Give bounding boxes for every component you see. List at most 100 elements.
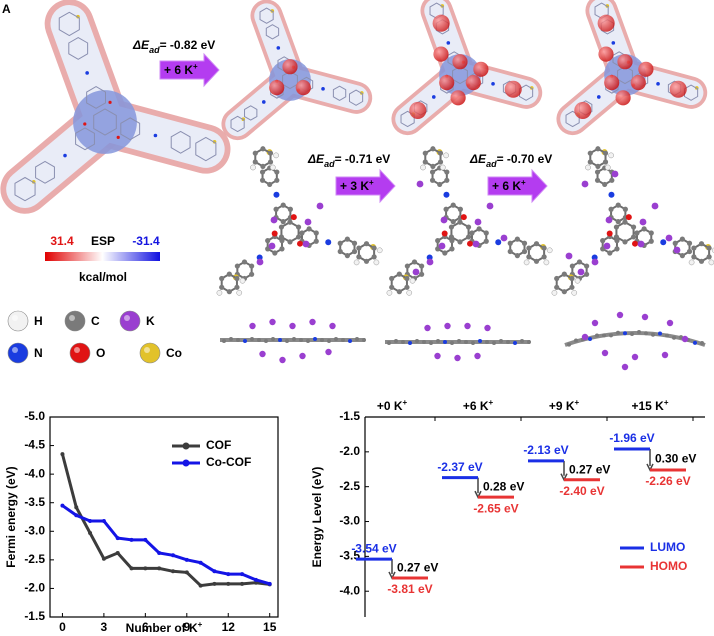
k-ion (631, 353, 639, 361)
atom (616, 330, 620, 335)
ring (280, 220, 300, 244)
gap-arrow (388, 559, 396, 580)
point (129, 537, 134, 542)
k-ion-density (604, 75, 620, 91)
value-label: -1.96 eV (609, 431, 654, 445)
adsorption-energy-part: = -0.70 eV (497, 152, 553, 166)
atom (706, 254, 712, 260)
atom (706, 245, 712, 251)
atom (222, 339, 226, 343)
x-tick-label: 12 (222, 620, 236, 634)
legend-label: LUMO (650, 540, 685, 554)
atom (430, 163, 436, 169)
atom (514, 236, 520, 242)
atom (389, 284, 395, 290)
atom (514, 253, 520, 259)
point (101, 519, 106, 523)
value-label: -2.13 eV (523, 443, 568, 457)
n-atom (443, 191, 450, 198)
atom (334, 337, 338, 341)
category-label-part: +15 K (631, 399, 664, 413)
atom (700, 340, 704, 345)
o-atom (116, 135, 120, 140)
k-ion-density (295, 80, 311, 96)
atom (274, 177, 280, 183)
k-ion (637, 240, 645, 248)
ring (527, 242, 546, 263)
ring (692, 242, 711, 263)
h-atom (551, 289, 558, 296)
atom (464, 340, 468, 344)
atom (450, 219, 456, 225)
ring (195, 136, 217, 162)
point (170, 553, 175, 558)
atom (476, 226, 482, 232)
k-ion (666, 319, 674, 327)
h-atom (574, 277, 581, 284)
category-label-part: +9 K (549, 399, 575, 413)
atom (469, 230, 475, 236)
atom (260, 146, 266, 152)
atom (226, 289, 232, 295)
atom (554, 275, 560, 282)
point (184, 570, 189, 575)
h-atom (604, 164, 611, 171)
ring (230, 115, 245, 133)
atom (569, 275, 575, 282)
atom (526, 254, 532, 260)
n-atom (276, 46, 281, 50)
atom (408, 341, 412, 345)
k-ion (641, 313, 649, 321)
atom (507, 240, 513, 246)
h-atom (239, 277, 246, 284)
category-label: +6 K+ (463, 398, 494, 414)
legend-label: Co-COF (206, 455, 251, 469)
atom (344, 236, 350, 242)
atom (615, 202, 621, 208)
point (198, 583, 203, 588)
h-atom (708, 259, 714, 266)
atom (442, 250, 448, 256)
value-label: -3.81 eV (387, 582, 432, 596)
atom (219, 275, 225, 282)
x-tick-label: 15 (263, 620, 277, 634)
atom (327, 339, 331, 343)
atom (306, 339, 310, 343)
k-ion (270, 216, 278, 224)
esp-min: -31.4 (132, 234, 160, 248)
atom (526, 245, 532, 251)
atom (457, 239, 463, 245)
ring (120, 117, 141, 141)
atom (313, 337, 317, 341)
atom (457, 206, 463, 212)
k-ion (325, 348, 332, 356)
n-atom (660, 239, 667, 246)
ring (452, 65, 468, 85)
ring (244, 105, 258, 121)
atom-legend-shine (144, 347, 150, 353)
molecule (221, 0, 373, 141)
value-label: -3.54 eV (351, 541, 396, 555)
atom (679, 253, 685, 259)
atom (236, 338, 240, 342)
atom (396, 289, 402, 295)
esp-core (73, 90, 137, 154)
atom-legend-ball (139, 342, 161, 364)
atom-legend-ball (7, 342, 29, 364)
h-atom (571, 289, 578, 296)
k-ion (249, 322, 256, 330)
ring (254, 147, 272, 168)
atom (602, 150, 609, 156)
ion-arrow (487, 168, 548, 204)
ion-count: + 6 K+ (164, 62, 198, 78)
atom (600, 238, 606, 244)
h-atom (409, 277, 416, 284)
atom (507, 248, 513, 255)
y-tick-label: -4.5 (24, 438, 45, 452)
y-tick-label: -4.0 (339, 583, 360, 597)
k-ion (472, 240, 480, 248)
k-ion (316, 202, 324, 210)
k-ion (412, 268, 420, 276)
point (60, 503, 65, 508)
atom (648, 238, 654, 244)
